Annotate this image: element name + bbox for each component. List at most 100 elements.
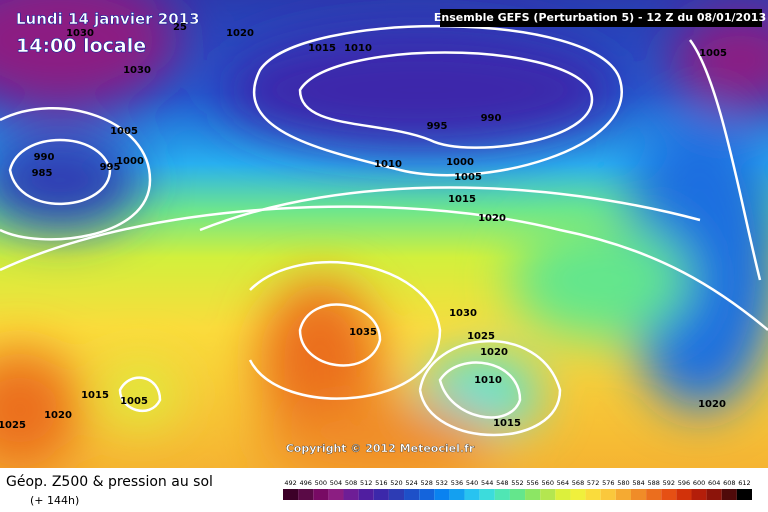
- scale-swatch: [494, 489, 510, 500]
- copyright: Copyright © 2012 Meteociel.fr: [286, 442, 475, 455]
- isobar-label: 1010: [374, 159, 402, 170]
- scale-label: 580: [617, 479, 629, 487]
- scale-label: 560: [542, 479, 554, 487]
- isobar-label: 1030: [123, 65, 151, 76]
- scale-label: 604: [708, 479, 720, 487]
- local-time: 14:00 locale: [16, 35, 146, 57]
- map-field: [0, 0, 768, 468]
- isobar-label: 1005: [454, 172, 482, 183]
- isobar-label: 1030: [449, 308, 477, 319]
- scale-swatch: [555, 489, 571, 500]
- isobar-label: 995: [100, 162, 121, 173]
- scale-swatch: [343, 489, 359, 500]
- scale-label: 552: [511, 479, 523, 487]
- scale-swatch: [358, 489, 374, 500]
- footer-title: Géop. Z500 & pression au sol: [6, 474, 213, 490]
- scale-label: 612: [738, 479, 750, 487]
- scale-label: 544: [481, 479, 493, 487]
- scale-swatch: [298, 489, 314, 500]
- scale-label: 564: [557, 479, 569, 487]
- isobar-label: 1020: [480, 347, 508, 358]
- scale-swatch: [283, 489, 299, 500]
- scale-label: 508: [345, 479, 357, 487]
- scale-swatch: [449, 489, 465, 500]
- scale-label: 492: [284, 479, 296, 487]
- scale-swatch: [419, 489, 435, 500]
- isobar-label: 1025: [0, 420, 26, 431]
- isobar-label: 1020: [226, 28, 254, 39]
- isobar-label: 1015: [308, 43, 336, 54]
- scale-swatch: [434, 489, 450, 500]
- color-scale: 492 496 500 504 508 512 516 520 524 528 532 536 540 5…: [283, 479, 752, 500]
- scale-label: 532: [436, 479, 448, 487]
- scale-label: 592: [663, 479, 675, 487]
- scale-swatch: [479, 489, 495, 500]
- isobar-label: 1015: [493, 418, 521, 429]
- scale-swatch: [600, 489, 616, 500]
- isobar-label: 1015: [448, 194, 476, 205]
- run-banner: [440, 9, 762, 27]
- scale-label: 588: [647, 479, 659, 487]
- scale-label: 556: [526, 479, 538, 487]
- isobar-label: 25: [173, 22, 187, 33]
- scale-label: 600: [693, 479, 705, 487]
- scale-label: 520: [390, 479, 402, 487]
- isobar-label: 1020: [478, 213, 506, 224]
- isobar-label: 1000: [116, 156, 144, 167]
- scale-swatch: [525, 489, 541, 500]
- scale-swatch: [706, 489, 722, 500]
- scale-label: 500: [315, 479, 327, 487]
- isobar-label: 1005: [120, 396, 148, 407]
- isobar-label: 985: [32, 168, 53, 179]
- scale-swatch: [313, 489, 329, 500]
- scale-swatch: [585, 489, 601, 500]
- isobar-label: 1015: [81, 390, 109, 401]
- scale-label: 524: [405, 479, 417, 487]
- scale-swatch: [630, 489, 647, 500]
- scale-label: 512: [360, 479, 372, 487]
- scale-swatch: [615, 489, 631, 500]
- scale-swatch: [509, 489, 526, 500]
- scale-label: 596: [678, 479, 690, 487]
- scale-label: 548: [496, 479, 508, 487]
- scale-label: 584: [632, 479, 644, 487]
- scale-swatch: [721, 489, 737, 500]
- scale-swatch: [328, 489, 344, 500]
- scale-swatch: [691, 489, 707, 500]
- isobar-label: 1020: [44, 410, 72, 421]
- isobar-label: 1030: [66, 28, 94, 39]
- scale-label: 536: [451, 479, 463, 487]
- isobar-label: 1020: [698, 399, 726, 410]
- scale-label: 516: [375, 479, 387, 487]
- scale-swatch: [464, 489, 480, 500]
- isobar-label: 1035: [349, 327, 377, 338]
- scale-swatch: [661, 489, 677, 500]
- isobar-label: 990: [34, 152, 55, 163]
- footer-lead: (+ 144h): [30, 494, 79, 507]
- run-info: Ensemble GEFS (Perturbation 5) - 12 Z du…: [434, 11, 766, 24]
- scale-swatch: [404, 489, 420, 500]
- date: Lundi 14 janvier 2013: [16, 10, 200, 28]
- scale-swatch: [373, 489, 389, 500]
- isobar-label: 1010: [344, 43, 372, 54]
- scale-label: 576: [602, 479, 614, 487]
- scale-swatch: [388, 489, 405, 500]
- scale-label: 572: [587, 479, 599, 487]
- isobar-label: 1025: [467, 331, 495, 342]
- isobar-label: 1010: [474, 375, 502, 386]
- scale-label: 540: [466, 479, 478, 487]
- scale-label: 528: [421, 479, 433, 487]
- scale-swatch: [540, 489, 556, 500]
- scale-label: 504: [330, 479, 342, 487]
- scale-swatch: [570, 489, 586, 500]
- scale-label: 608: [723, 479, 735, 487]
- isobar-label: 1000: [446, 157, 474, 168]
- scale-swatch: [646, 489, 662, 500]
- scale-swatch: [676, 489, 692, 500]
- isobar-label: 995: [427, 121, 448, 132]
- isobar-label: 1005: [699, 48, 727, 59]
- scale-swatch: [736, 489, 752, 500]
